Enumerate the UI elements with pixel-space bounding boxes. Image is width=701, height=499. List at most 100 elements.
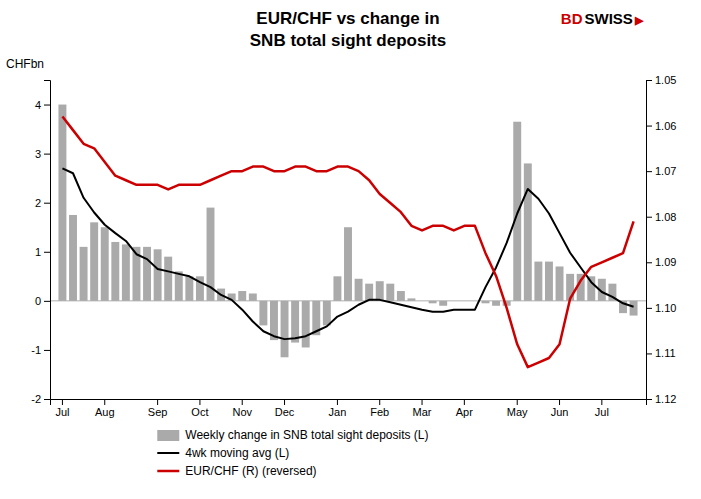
tick-label: May: [507, 406, 528, 418]
line: [62, 116, 633, 367]
tick-mark: [44, 105, 50, 106]
tick-label: 1.10: [655, 302, 676, 314]
tick-label: 3: [35, 148, 41, 160]
bar: [323, 301, 331, 326]
line: [62, 168, 633, 339]
tick: Jan: [329, 399, 347, 418]
subtitle: SNB total sight deposits: [250, 31, 446, 50]
bar: [80, 247, 88, 301]
tick: -1: [31, 344, 50, 356]
bar: [111, 242, 119, 301]
tick-label: 1.11: [655, 347, 676, 359]
title: EUR/CHF vs change in: [256, 9, 439, 28]
tick: 4: [35, 99, 50, 111]
bars: [58, 105, 637, 358]
bar: [238, 291, 246, 301]
tick-label: 1.09: [655, 256, 676, 268]
tick-label: 1: [35, 246, 41, 258]
bar: [418, 300, 426, 301]
tick: Jul: [595, 399, 609, 418]
tick-label: Mar: [413, 406, 432, 418]
bar: [249, 293, 257, 300]
tick-label: 1.06: [655, 120, 676, 132]
bar: [439, 301, 447, 306]
bar: [101, 227, 109, 301]
tick-mark: [62, 399, 63, 405]
tick-mark: [242, 399, 243, 405]
tick-mark: [646, 171, 652, 172]
tick-mark: [44, 203, 50, 204]
tick: 1.09: [646, 256, 676, 268]
tick-mark: [379, 399, 380, 405]
tick-label: Sep: [148, 406, 168, 418]
bar: [302, 301, 310, 348]
tick-mark: [464, 399, 465, 405]
bar: [164, 257, 172, 301]
tick-label: Jan: [329, 406, 347, 418]
tick-mark: [646, 80, 652, 81]
legend-swatch: [157, 452, 179, 454]
tick-mark: [646, 308, 652, 309]
annotation: ▶: [634, 14, 644, 26]
tick: Apr: [456, 399, 473, 418]
bar: [450, 300, 458, 301]
plot: JulAugSepOctNovDecJanFebMarAprMayJunJul-…: [6, 57, 676, 418]
tick: Sep: [148, 399, 168, 418]
axis-line: [647, 81, 653, 400]
bar: [545, 262, 553, 301]
tick: -2: [31, 393, 50, 405]
bar: [471, 300, 479, 301]
tick: 1.08: [646, 211, 676, 223]
tick-mark: [199, 399, 200, 405]
tick: Aug: [95, 399, 115, 418]
tick-label: Jul: [595, 406, 609, 418]
tick-label: Apr: [456, 406, 473, 418]
axis-line: [44, 81, 51, 400]
tick: Nov: [232, 399, 252, 418]
tick-mark: [517, 399, 518, 405]
legend-swatch: [157, 430, 179, 441]
tick-label: 1.07: [655, 165, 676, 177]
tick: 1.05: [646, 74, 676, 86]
bar: [556, 266, 564, 300]
bar: [429, 301, 437, 303]
tick-mark: [646, 262, 652, 263]
annotation: BD: [561, 10, 583, 27]
tick: May: [507, 399, 528, 418]
chart: EUR/CHF vs change in SNB total sight depo…: [0, 0, 701, 499]
tick-label: 1.05: [655, 74, 676, 86]
tick: Jun: [551, 399, 569, 418]
tick-label: 1.12: [655, 393, 676, 405]
bar: [407, 298, 415, 300]
legend-label: EUR/CHF (R) (reversed): [185, 464, 316, 478]
bar: [524, 163, 532, 300]
tick: Jul: [55, 399, 69, 418]
bar: [69, 215, 77, 301]
tick: 1: [35, 246, 50, 258]
axis-label: CHFbn: [6, 57, 44, 71]
y2-axis: 1.05 1.06 1.07 1.08 1.09 1.10 1.11 1.12: [646, 74, 676, 405]
tick-mark: [44, 301, 50, 302]
tick: 0: [35, 295, 50, 307]
tick: Feb: [370, 399, 389, 418]
tick: Mar: [413, 399, 432, 418]
bar: [534, 262, 542, 301]
annotation: SWISS: [584, 10, 632, 27]
tick-label: Jul: [55, 406, 69, 418]
tick-mark: [646, 126, 652, 127]
tick: 1.06: [646, 120, 676, 132]
bar: [259, 301, 267, 326]
tick: Dec: [275, 399, 295, 418]
tick: 1.12: [646, 393, 676, 405]
tick-mark: [646, 217, 652, 218]
tick-label: 0: [35, 295, 41, 307]
tick-label: -1: [31, 344, 41, 356]
tick-label: -2: [31, 393, 41, 405]
tick-mark: [646, 353, 652, 354]
legend-swatch: [157, 470, 179, 473]
legend-label: Weekly change in SNB total sight deposit…: [185, 428, 428, 442]
tick-label: Feb: [370, 406, 389, 418]
bar: [58, 105, 66, 301]
tick-label: Jun: [551, 406, 569, 418]
tick-label: Dec: [275, 406, 295, 418]
